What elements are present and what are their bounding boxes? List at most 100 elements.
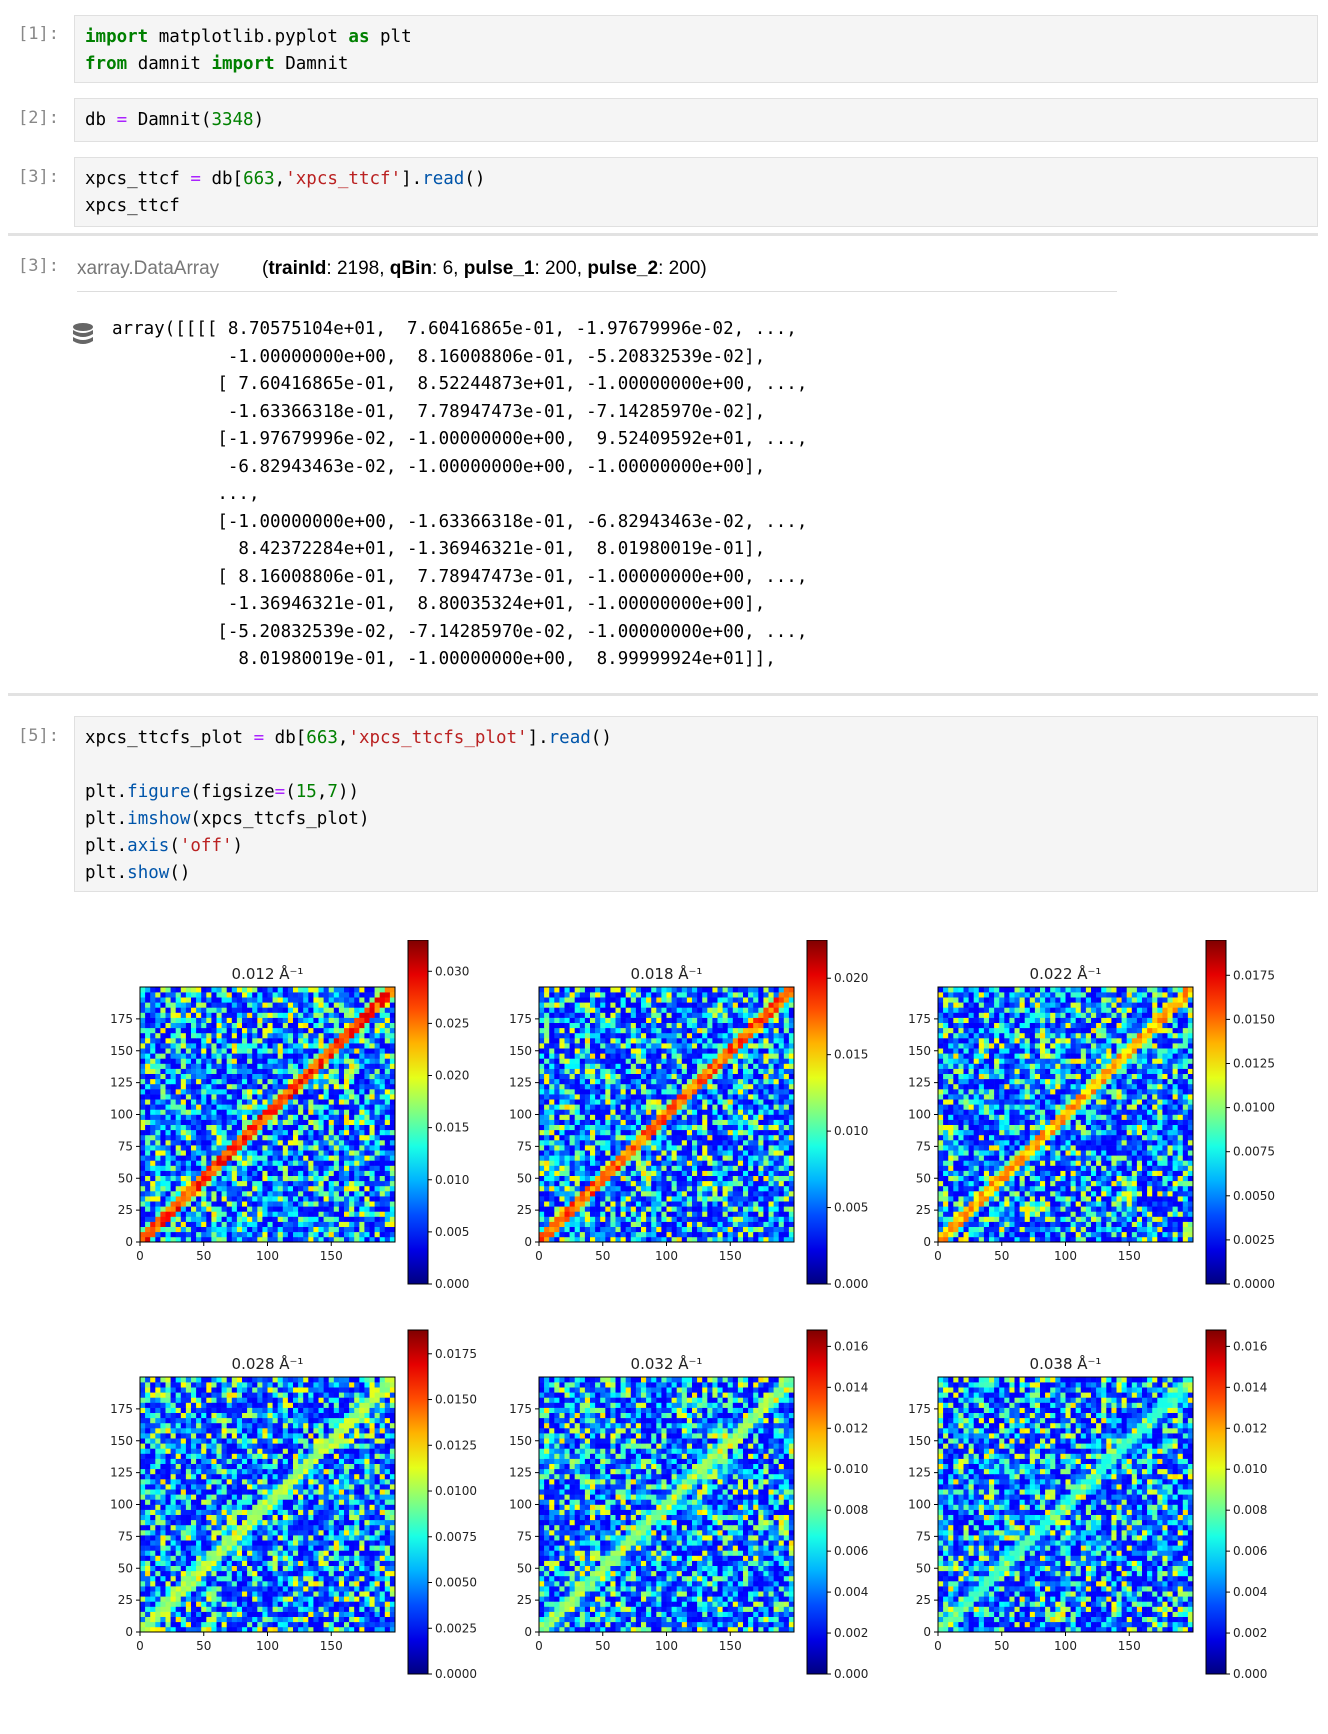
heatmap-cell	[667, 997, 672, 1002]
heatmap-cell	[278, 1069, 283, 1074]
heatmap-cell	[672, 1028, 677, 1033]
heatmap-cell	[324, 1033, 329, 1038]
heatmap-cell	[687, 1104, 692, 1109]
heatmap-cell	[385, 1109, 390, 1114]
heatmap-cell	[186, 1023, 191, 1028]
heatmap-cell	[273, 1150, 278, 1155]
heatmap-cell	[303, 1155, 308, 1160]
heatmap-cell	[661, 1211, 666, 1216]
heatmap-cell	[217, 1171, 222, 1176]
heatmap-cell	[779, 1084, 784, 1089]
heatmap-cell	[544, 1058, 549, 1063]
heatmap-cell	[687, 1150, 692, 1155]
heatmap-cell	[252, 1018, 257, 1023]
heatmap-cell	[605, 1038, 610, 1043]
heatmap-cell	[283, 992, 288, 997]
heatmap-cell	[738, 1227, 743, 1232]
heatmap-cell	[293, 1048, 298, 1053]
heatmap-cell	[667, 1201, 672, 1206]
heatmap-cell	[697, 1237, 702, 1242]
heatmap-cell	[176, 1186, 181, 1191]
heatmap-cell	[166, 1028, 171, 1033]
heatmap-cell	[375, 1099, 380, 1104]
heatmap-cell	[743, 1048, 748, 1053]
heatmap-cell	[656, 1002, 661, 1007]
heatmap-cell	[278, 1217, 283, 1222]
heatmap-cell	[380, 1150, 385, 1155]
heatmap-cell	[206, 1069, 211, 1074]
heatmap-cell	[247, 1079, 252, 1084]
code-cell-1[interactable]: import matplotlib.pyplot as plt from damn…	[74, 15, 1318, 83]
heatmap-cell	[641, 1038, 646, 1043]
heatmap-cell	[349, 1160, 354, 1165]
heatmap-cell	[728, 1201, 733, 1206]
heatmap-cell	[201, 1166, 206, 1171]
heatmap-cell	[718, 1166, 723, 1171]
heatmap-cell	[201, 1201, 206, 1206]
heatmap-cell	[364, 1222, 369, 1227]
heatmap-cell	[155, 1130, 160, 1135]
heatmap-cell	[324, 1186, 329, 1191]
heatmap-cell	[283, 1007, 288, 1012]
heatmap-cell	[743, 1217, 748, 1222]
code-cell-3[interactable]: xpcs_ttcf = db[663,'xpcs_ttcf'].read() xp…	[74, 157, 1318, 227]
database-icon[interactable]	[72, 322, 94, 348]
heatmap-cell	[565, 1043, 570, 1048]
heatmap-cell	[784, 1186, 789, 1191]
heatmap-cell	[626, 1145, 631, 1150]
heatmap-cell	[364, 1115, 369, 1120]
heatmap-cell	[160, 1058, 165, 1063]
heatmap-cell	[359, 1038, 364, 1043]
heatmap-cell	[319, 1166, 324, 1171]
heatmap-cell	[298, 1191, 303, 1196]
heatmap-cell	[140, 1053, 145, 1058]
heatmap-cell	[227, 1130, 232, 1135]
heatmap-cell	[222, 1186, 227, 1191]
heatmap-cell	[329, 1232, 334, 1237]
heatmap-cell	[646, 1023, 651, 1028]
heatmap-cell	[539, 1125, 544, 1130]
heatmap-cell	[651, 1176, 656, 1181]
heatmap-cell	[349, 1053, 354, 1058]
heatmap-cell	[672, 1058, 677, 1063]
heatmap-cell	[385, 1232, 390, 1237]
code-cell-5[interactable]: xpcs_ttcfs_plot = db[663,'xpcs_ttcfs_plo…	[74, 716, 1318, 892]
heatmap-cell	[712, 1237, 717, 1242]
heatmap-cell	[380, 1053, 385, 1058]
heatmap-cell	[779, 1053, 784, 1058]
heatmap-cell	[375, 1028, 380, 1033]
code-cell-2[interactable]: db = Damnit(3348)	[74, 98, 1318, 142]
heatmap-cell	[201, 1033, 206, 1038]
heatmap-cell	[385, 1074, 390, 1079]
heatmap-cell	[196, 1145, 201, 1150]
heatmap-cell	[733, 1140, 738, 1145]
heatmap-cell	[252, 1120, 257, 1125]
heatmap-cell	[262, 1007, 267, 1012]
heatmap-cell	[288, 1038, 293, 1043]
heatmap-cell	[293, 1007, 298, 1012]
heatmap-cell	[743, 1038, 748, 1043]
heatmap-cell	[247, 1089, 252, 1094]
heatmap-cell	[774, 1171, 779, 1176]
heatmap-cell	[702, 1099, 707, 1104]
heatmap-cell	[206, 1232, 211, 1237]
heatmap-cell	[370, 1109, 375, 1114]
heatmap-cell	[278, 1211, 283, 1216]
heatmap-cell	[262, 1227, 267, 1232]
heatmap-cell	[554, 1211, 559, 1216]
heatmap-cell	[585, 1013, 590, 1018]
heatmap-cell	[237, 1145, 242, 1150]
heatmap-cell	[769, 1053, 774, 1058]
heatmap-cell	[217, 1181, 222, 1186]
heatmap-cell	[718, 1089, 723, 1094]
heatmap-cell	[252, 1211, 257, 1216]
heatmap-cell	[242, 1155, 247, 1160]
heatmap-cell	[590, 1089, 595, 1094]
heatmap-cell	[339, 1089, 344, 1094]
heatmap-cell	[140, 1048, 145, 1053]
heatmap-cell	[329, 1002, 334, 1007]
heatmap-cell	[692, 1069, 697, 1074]
heatmap-cell	[718, 1201, 723, 1206]
heatmap-cell	[646, 1028, 651, 1033]
heatmap-cell	[631, 1013, 636, 1018]
